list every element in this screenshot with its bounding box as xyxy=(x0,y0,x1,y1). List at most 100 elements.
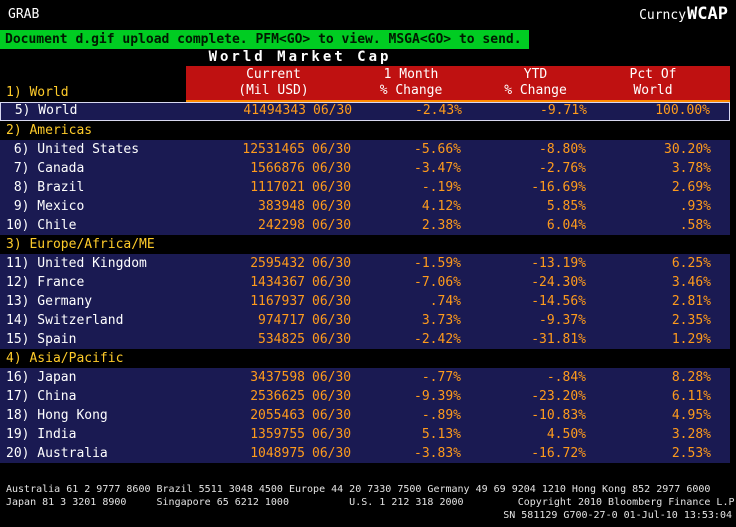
row-ytd-change: -24.30% xyxy=(531,275,586,290)
curncy-label: Curncy xyxy=(639,8,687,23)
row-1month-change: 3.73% xyxy=(421,313,461,328)
footer-contact-line1: Australia 61 2 9777 8600 Brazil 5511 304… xyxy=(6,484,711,495)
row-current-value: 1167937 xyxy=(250,294,305,309)
row-current-value: 1117021 xyxy=(250,180,305,195)
table-row[interactable]: 15) Spain 534825 06/30 -2.42% -31.81% 1.… xyxy=(0,330,730,349)
table-row[interactable]: 10) Chile 242298 06/30 2.38% 6.04% .58% xyxy=(0,216,730,235)
row-ytd-change: -9.37% xyxy=(539,313,586,328)
table-row[interactable]: 19) India 1359755 06/30 5.13% 4.50% 3.28… xyxy=(0,425,730,444)
section-header-row[interactable]: 4) Asia/Pacific xyxy=(0,349,730,368)
section-label[interactable]: 3) Europe/Africa/ME xyxy=(6,237,155,252)
col-header-ytd: YTD % Change xyxy=(461,67,586,99)
table-row[interactable]: 16) Japan 3437598 06/30 -.77% -.84% 8.28… xyxy=(0,368,730,387)
row-1month-change: -3.47% xyxy=(414,161,461,176)
row-label[interactable]: 14) Switzerland xyxy=(6,313,124,328)
table-row[interactable]: 6) United States 12531465 06/30 -5.66% -… xyxy=(0,140,730,159)
row-current-value: 1434367 xyxy=(250,275,305,290)
row-label[interactable]: 17) China xyxy=(6,389,77,404)
col-header-pct-of-world: Pct Of World xyxy=(586,67,730,99)
row-date: 06/30 xyxy=(312,218,352,233)
row-date: 06/30 xyxy=(312,275,352,290)
row-date: 06/30 xyxy=(312,370,352,385)
row-label[interactable]: 7) Canada xyxy=(6,161,85,176)
row-label[interactable]: 5) World xyxy=(7,103,78,118)
row-pct-world: 2.35% xyxy=(671,313,711,328)
table-row[interactable]: 9) Mexico 383948 06/30 4.12% 5.85% .93% xyxy=(0,197,730,216)
table-row[interactable]: 5) World 41494343 06/30 -2.43% -9.71% 10… xyxy=(0,102,730,121)
row-ytd-change: -10.83% xyxy=(531,408,586,423)
row-label[interactable]: 19) India xyxy=(6,427,77,442)
table-row[interactable]: 20) Australia 1048975 06/30 -3.83% -16.7… xyxy=(0,444,730,463)
table-row[interactable]: 7) Canada 1566876 06/30 -3.47% -2.76% 3.… xyxy=(0,159,730,178)
section-header-row[interactable]: 2) Americas xyxy=(0,121,730,140)
row-pct-world: 3.78% xyxy=(671,161,711,176)
row-1month-change: .74% xyxy=(429,294,461,309)
table-row[interactable]: 11) United Kingdom 2595432 06/30 -1.59% … xyxy=(0,254,730,273)
row-current-value: 1359755 xyxy=(250,427,305,442)
row-current-value: 2055463 xyxy=(250,408,305,423)
row-current-value: 974717 xyxy=(258,313,305,328)
row-date: 06/30 xyxy=(312,408,352,423)
row-pct-world: 100.00% xyxy=(655,103,710,118)
row-ytd-change: -9.71% xyxy=(540,103,587,118)
table-row[interactable]: 13) Germany 1167937 06/30 .74% -14.56% 2… xyxy=(0,292,730,311)
row-ytd-change: 6.04% xyxy=(546,218,586,233)
row-pct-world: 4.95% xyxy=(671,408,711,423)
table-header: 1) World Current (Mil USD) 1 Month % Cha… xyxy=(0,66,730,102)
row-date: 06/30 xyxy=(312,294,352,309)
row-label[interactable]: 11) United Kingdom xyxy=(6,256,147,271)
row-label[interactable]: 9) Mexico xyxy=(6,199,85,214)
row-label[interactable]: 16) Japan xyxy=(6,370,77,385)
section-label[interactable]: 2) Americas xyxy=(6,123,93,138)
section-label[interactable]: 4) Asia/Pacific xyxy=(6,351,124,366)
row-current-value: 41494343 xyxy=(243,103,306,118)
row-label[interactable]: 13) Germany xyxy=(6,294,93,309)
row-pct-world: 2.53% xyxy=(671,446,711,461)
row-label[interactable]: 18) Hong Kong xyxy=(6,408,108,423)
table-row[interactable]: 8) Brazil 1117021 06/30 -.19% -16.69% 2.… xyxy=(0,178,730,197)
row-date: 06/30 xyxy=(312,180,352,195)
row-ytd-change: -23.20% xyxy=(531,389,586,404)
table-row[interactable]: 14) Switzerland 974717 06/30 3.73% -9.37… xyxy=(0,311,730,330)
col-header-pct-line2: World xyxy=(633,83,673,98)
section-item-world[interactable]: 1) World xyxy=(6,85,69,100)
table-row[interactable]: 17) China 2536625 06/30 -9.39% -23.20% 6… xyxy=(0,387,730,406)
column-headers: Current (Mil USD) 1 Month % Change YTD %… xyxy=(186,66,730,102)
row-label[interactable]: 10) Chile xyxy=(6,218,77,233)
col-header-1month: 1 Month % Change xyxy=(361,67,461,99)
col-header-ytd-line1: YTD xyxy=(523,67,548,82)
row-1month-change: -.77% xyxy=(421,370,461,385)
row-ytd-change: 5.85% xyxy=(546,199,586,214)
col-header-1month-line1: 1 Month xyxy=(383,67,439,82)
row-1month-change: 5.13% xyxy=(421,427,461,442)
table-row[interactable]: 18) Hong Kong 2055463 06/30 -.89% -10.83… xyxy=(0,406,730,425)
footer-contact-line2: Japan 81 3 3201 8900 Singapore 65 6212 1… xyxy=(6,497,736,508)
row-label[interactable]: 8) Brazil xyxy=(6,180,85,195)
row-1month-change: -2.43% xyxy=(415,103,462,118)
row-pct-world: 1.29% xyxy=(671,332,711,347)
row-label[interactable]: 6) United States xyxy=(6,142,140,157)
row-ytd-change: -8.80% xyxy=(539,142,586,157)
row-date: 06/30 xyxy=(313,103,353,118)
footer: Australia 61 2 9777 8600 Brazil 5511 304… xyxy=(6,483,736,522)
row-date: 06/30 xyxy=(312,446,352,461)
message-text: Document d.gif upload complete. PFM<GO> … xyxy=(0,30,529,49)
row-ytd-change: -16.69% xyxy=(531,180,586,195)
row-current-value: 2595432 xyxy=(250,256,305,271)
row-date: 06/30 xyxy=(312,313,352,328)
row-ytd-change: -13.19% xyxy=(531,256,586,271)
row-current-value: 534825 xyxy=(258,332,305,347)
row-1month-change: 4.12% xyxy=(421,199,461,214)
row-current-value: 12531465 xyxy=(242,142,305,157)
section-header-row[interactable]: 3) Europe/Africa/ME xyxy=(0,235,730,254)
row-pct-world: 3.28% xyxy=(671,427,711,442)
row-label[interactable]: 12) France xyxy=(6,275,85,290)
row-1month-change: -5.66% xyxy=(414,142,461,157)
row-label[interactable]: 15) Spain xyxy=(6,332,77,347)
row-label[interactable]: 20) Australia xyxy=(6,446,108,461)
col-header-current-line1: Current xyxy=(246,67,301,82)
row-current-value: 2536625 xyxy=(250,389,305,404)
row-current-value: 1566876 xyxy=(250,161,305,176)
row-current-value: 383948 xyxy=(258,199,305,214)
table-row[interactable]: 12) France 1434367 06/30 -7.06% -24.30% … xyxy=(0,273,730,292)
